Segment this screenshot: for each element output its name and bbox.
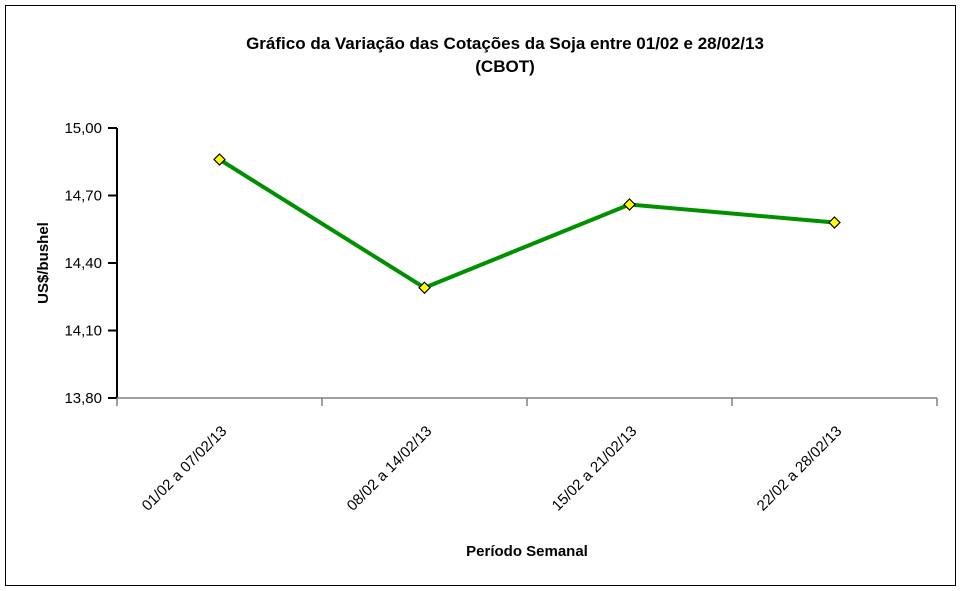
x-axis-title: Período Semanal — [466, 543, 588, 560]
y-tick-label: 14,70 — [64, 188, 102, 205]
x-tick-label: 08/02 a 14/02/13 — [344, 423, 436, 515]
data-point-marker — [828, 216, 841, 229]
x-tick-label: 15/02 a 21/02/13 — [549, 423, 641, 515]
data-point-marker — [623, 198, 636, 211]
x-tick-label: 01/02 a 07/02/13 — [139, 423, 231, 515]
data-point-marker — [213, 153, 226, 166]
series-line — [218, 157, 835, 290]
y-tick-label: 14,40 — [64, 255, 102, 272]
chart-title-line1: Gráfico da Variação das Cotações da Soja… — [246, 34, 764, 53]
y-axis-title: US$/bushel — [35, 222, 52, 304]
y-tick-label: 14,10 — [64, 323, 102, 340]
x-tick-label: 22/02 a 28/02/13 — [754, 423, 846, 515]
chart-title-line2: (CBOT) — [475, 57, 535, 76]
data-point-marker — [418, 281, 431, 295]
chart-title: Gráfico da Variação das Cotações da Soja… — [75, 32, 935, 78]
y-tick-label: 15,00 — [64, 120, 102, 137]
y-tick-label: 13,80 — [64, 390, 102, 407]
